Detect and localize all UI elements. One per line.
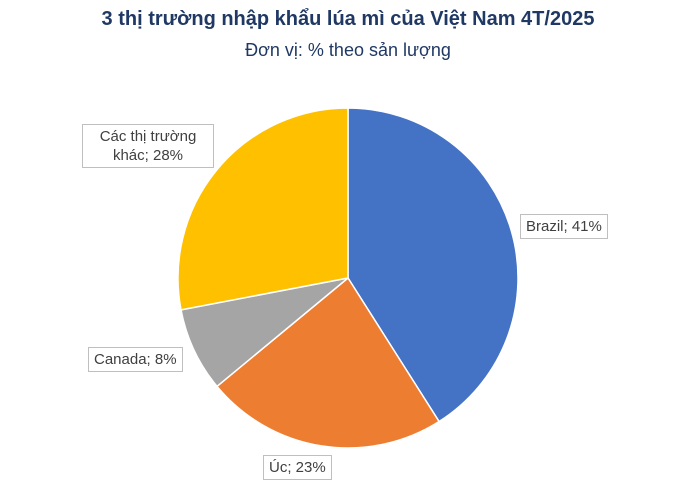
data-label: Úc; 23% bbox=[263, 455, 332, 480]
chart-title: 3 thị trường nhập khẩu lúa mì của Việt N… bbox=[101, 8, 595, 30]
pie-slice bbox=[177, 107, 349, 311]
pie-slice bbox=[347, 107, 519, 423]
chart-subtitle: Đơn vị: % theo sản lượng bbox=[245, 40, 451, 60]
pie-slice bbox=[215, 276, 441, 449]
data-label: Brazil; 41% bbox=[520, 214, 608, 239]
data-label: Các thị trường khác; 28% bbox=[82, 124, 214, 168]
data-label: Canada; 8% bbox=[88, 347, 183, 372]
